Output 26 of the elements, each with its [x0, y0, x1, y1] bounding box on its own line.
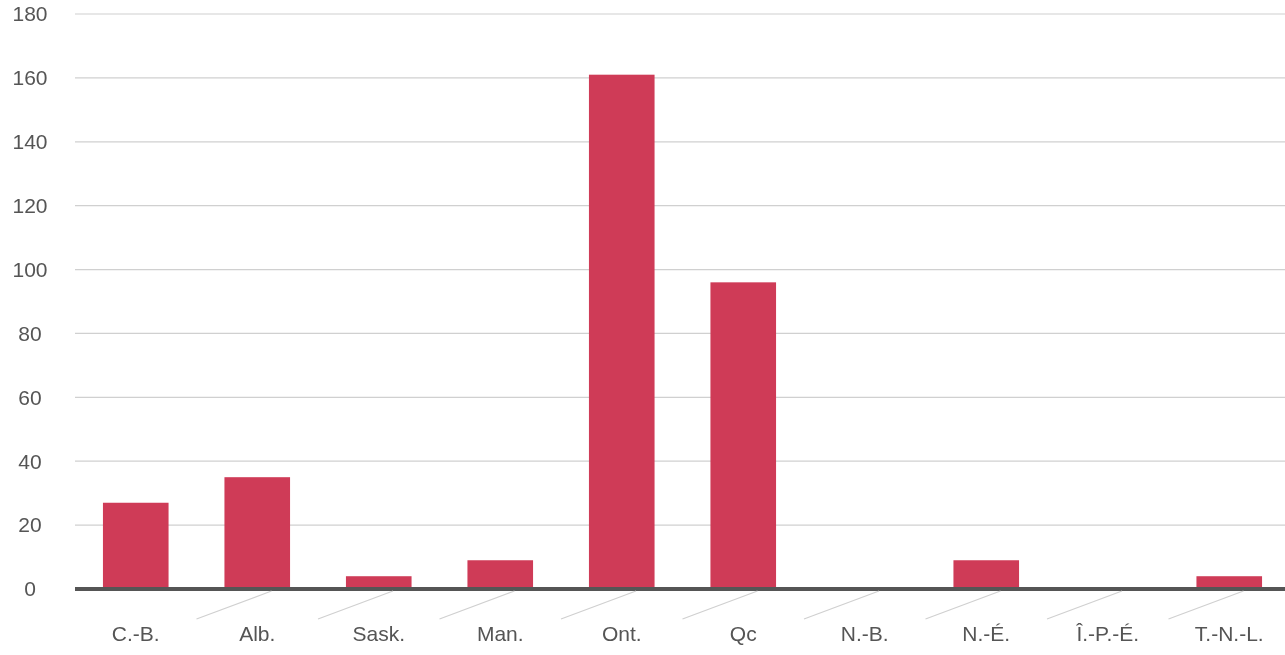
- y-tick-label: 140: [12, 130, 48, 154]
- bar: [710, 282, 777, 589]
- bar: [588, 74, 655, 589]
- bar: [953, 560, 1020, 589]
- x-tick-label: N.-B.: [840, 622, 889, 645]
- y-tick-label: 60: [18, 385, 42, 409]
- x-tick-label: T.-N.-L.: [1194, 622, 1264, 645]
- y-tick-label: 0: [24, 577, 36, 601]
- y-tick-label: 180: [12, 2, 48, 26]
- y-tick-label: 120: [12, 194, 48, 218]
- x-tick-label: Sask.: [352, 622, 406, 645]
- y-tick-label: 40: [18, 449, 42, 473]
- y-tick-label: 100: [12, 257, 48, 281]
- x-tick-label: Ont.: [601, 622, 642, 645]
- bar: [102, 502, 169, 589]
- x-tick-label: Man.: [476, 622, 524, 645]
- x-tick-label: Î.-P.-É.: [1075, 622, 1140, 645]
- y-tick-label: 160: [12, 66, 48, 90]
- x-tick-label: N.-É.: [962, 622, 1011, 645]
- y-tick-label: 80: [18, 321, 42, 345]
- y-tick-label: 20: [18, 513, 42, 537]
- x-tick-label: Alb.: [239, 622, 276, 645]
- x-tick-label: Qc: [729, 622, 757, 645]
- bar: [467, 560, 534, 589]
- x-tick-label: C.-B.: [111, 622, 160, 645]
- bar: [224, 477, 291, 589]
